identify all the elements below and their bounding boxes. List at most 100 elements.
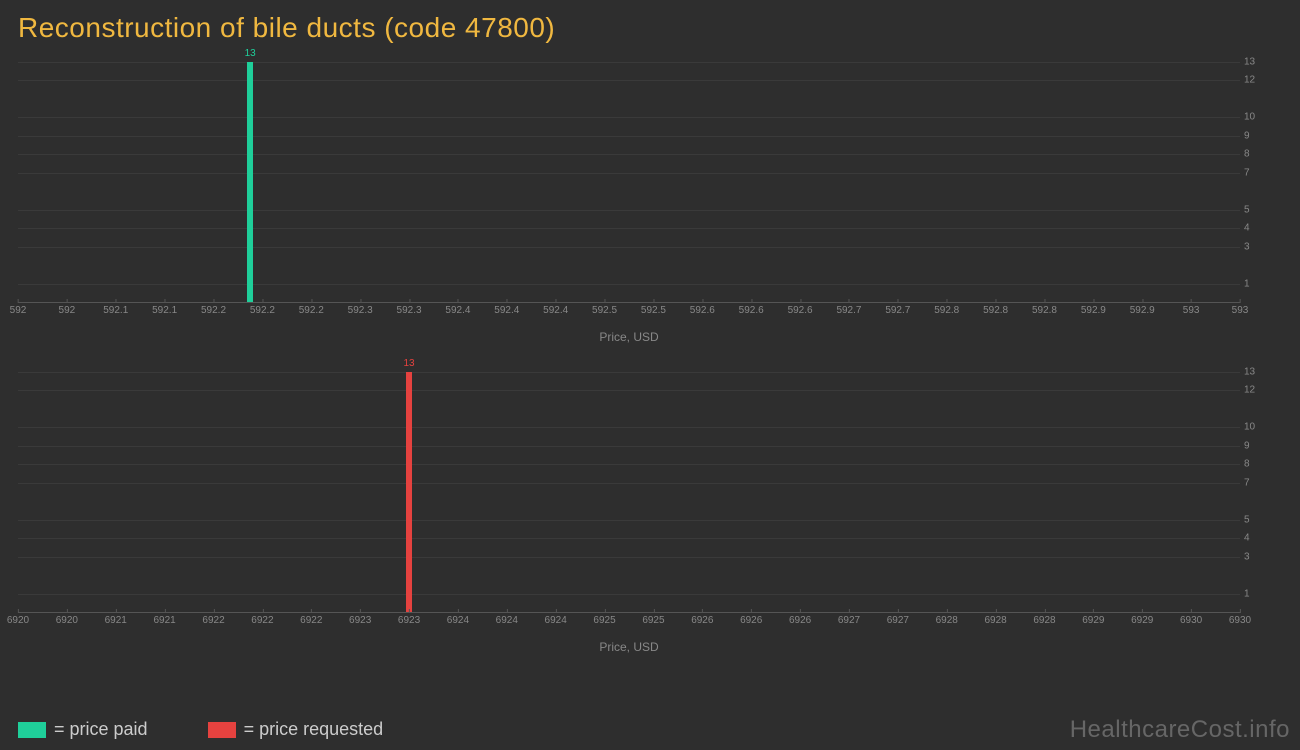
x-tick: 592.9 xyxy=(1081,305,1106,316)
x-tick: 593 xyxy=(1232,305,1249,316)
x-tick: 6922 xyxy=(202,615,224,626)
x-axis-label-paid: Price, USD xyxy=(18,330,1240,344)
gridline xyxy=(18,284,1240,285)
x-tick: 6923 xyxy=(398,615,420,626)
y-tick: 7 xyxy=(1244,167,1260,178)
gridline xyxy=(18,136,1240,137)
x-tick: 592.3 xyxy=(348,305,373,316)
y-tick: 13 xyxy=(1244,57,1260,68)
legend: = price paid = price requested xyxy=(18,719,383,740)
x-tick: 6930 xyxy=(1180,615,1202,626)
y-tick: 4 xyxy=(1244,223,1260,234)
x-tick: 6926 xyxy=(789,615,811,626)
y-tick: 3 xyxy=(1244,551,1260,562)
gridline xyxy=(18,390,1240,391)
y-tick: 10 xyxy=(1244,112,1260,123)
x-tick: 6925 xyxy=(593,615,615,626)
y-tick: 3 xyxy=(1244,241,1260,252)
x-tick: 592.3 xyxy=(397,305,422,316)
x-tick: 6924 xyxy=(545,615,567,626)
y-tick: 7 xyxy=(1244,477,1260,488)
gridline xyxy=(18,154,1240,155)
x-tick: 6920 xyxy=(7,615,29,626)
page-title: Reconstruction of bile ducts (code 47800… xyxy=(0,0,1300,52)
y-tick: 5 xyxy=(1244,514,1260,525)
legend-label-paid: = price paid xyxy=(54,719,148,740)
x-tick: 592.2 xyxy=(250,305,275,316)
legend-item-paid: = price paid xyxy=(18,719,148,740)
plot-area-requested: 134578910121313 xyxy=(18,372,1240,612)
y-tick: 12 xyxy=(1244,385,1260,396)
y-tick: 12 xyxy=(1244,75,1260,86)
legend-item-requested: = price requested xyxy=(208,719,384,740)
legend-swatch-requested xyxy=(208,722,236,738)
x-axis-paid: 592592592.1592.1592.2592.2592.2592.3592.… xyxy=(18,302,1240,324)
x-tick: 592.9 xyxy=(1130,305,1155,316)
x-axis-requested: 6920692069216921692269226922692369236924… xyxy=(18,612,1240,634)
gridline xyxy=(18,427,1240,428)
chart-price-paid: 134578910121313 592592592.1592.1592.2592… xyxy=(18,52,1282,352)
x-tick: 592 xyxy=(59,305,76,316)
y-tick: 13 xyxy=(1244,367,1260,378)
y-tick: 5 xyxy=(1244,204,1260,215)
x-tick: 6927 xyxy=(838,615,860,626)
x-tick: 6927 xyxy=(887,615,909,626)
x-tick: 592.5 xyxy=(641,305,666,316)
bar: 13 xyxy=(247,62,253,302)
x-tick: 592.4 xyxy=(494,305,519,316)
watermark: HealthcareCost.info xyxy=(1070,716,1290,744)
x-tick: 592.2 xyxy=(299,305,324,316)
y-tick: 8 xyxy=(1244,459,1260,470)
x-tick: 6928 xyxy=(1033,615,1055,626)
x-tick: 592.6 xyxy=(788,305,813,316)
x-tick: 6925 xyxy=(642,615,664,626)
x-axis-label-requested: Price, USD xyxy=(18,640,1240,654)
plot-area-paid: 134578910121313 xyxy=(18,62,1240,302)
gridline xyxy=(18,446,1240,447)
x-tick: 592.8 xyxy=(983,305,1008,316)
y-tick: 1 xyxy=(1244,278,1260,289)
x-tick: 592 xyxy=(10,305,27,316)
bar-value-label: 13 xyxy=(403,358,414,369)
bar: 13 xyxy=(406,372,412,612)
x-tick: 6924 xyxy=(496,615,518,626)
y-tick: 4 xyxy=(1244,533,1260,544)
gridline xyxy=(18,538,1240,539)
x-tick: 592.1 xyxy=(152,305,177,316)
x-tick: 592.4 xyxy=(543,305,568,316)
x-tick: 6930 xyxy=(1229,615,1251,626)
x-tick: 592.6 xyxy=(690,305,715,316)
x-tick: 6920 xyxy=(56,615,78,626)
gridline xyxy=(18,173,1240,174)
x-tick: 6921 xyxy=(105,615,127,626)
x-tick: 6926 xyxy=(691,615,713,626)
y-tick: 10 xyxy=(1244,422,1260,433)
y-tick: 8 xyxy=(1244,149,1260,160)
x-tick: 592.8 xyxy=(1032,305,1057,316)
x-tick: 6923 xyxy=(349,615,371,626)
y-tick: 1 xyxy=(1244,588,1260,599)
x-tick: 6922 xyxy=(300,615,322,626)
x-tick: 592.7 xyxy=(836,305,861,316)
x-tick: 6928 xyxy=(984,615,1006,626)
x-tick: 592.4 xyxy=(445,305,470,316)
gridline xyxy=(18,117,1240,118)
y-tick: 9 xyxy=(1244,440,1260,451)
gridline xyxy=(18,557,1240,558)
gridline xyxy=(18,247,1240,248)
x-tick: 6928 xyxy=(936,615,958,626)
gridline xyxy=(18,80,1240,81)
gridline xyxy=(18,483,1240,484)
gridline xyxy=(18,210,1240,211)
x-tick: 592.7 xyxy=(885,305,910,316)
x-tick: 6924 xyxy=(447,615,469,626)
gridline xyxy=(18,594,1240,595)
x-tick: 6929 xyxy=(1082,615,1104,626)
gridline xyxy=(18,520,1240,521)
gridline xyxy=(18,372,1240,373)
x-tick: 593 xyxy=(1183,305,1200,316)
x-tick: 6922 xyxy=(251,615,273,626)
x-tick: 6929 xyxy=(1131,615,1153,626)
gridline xyxy=(18,228,1240,229)
gridline xyxy=(18,464,1240,465)
